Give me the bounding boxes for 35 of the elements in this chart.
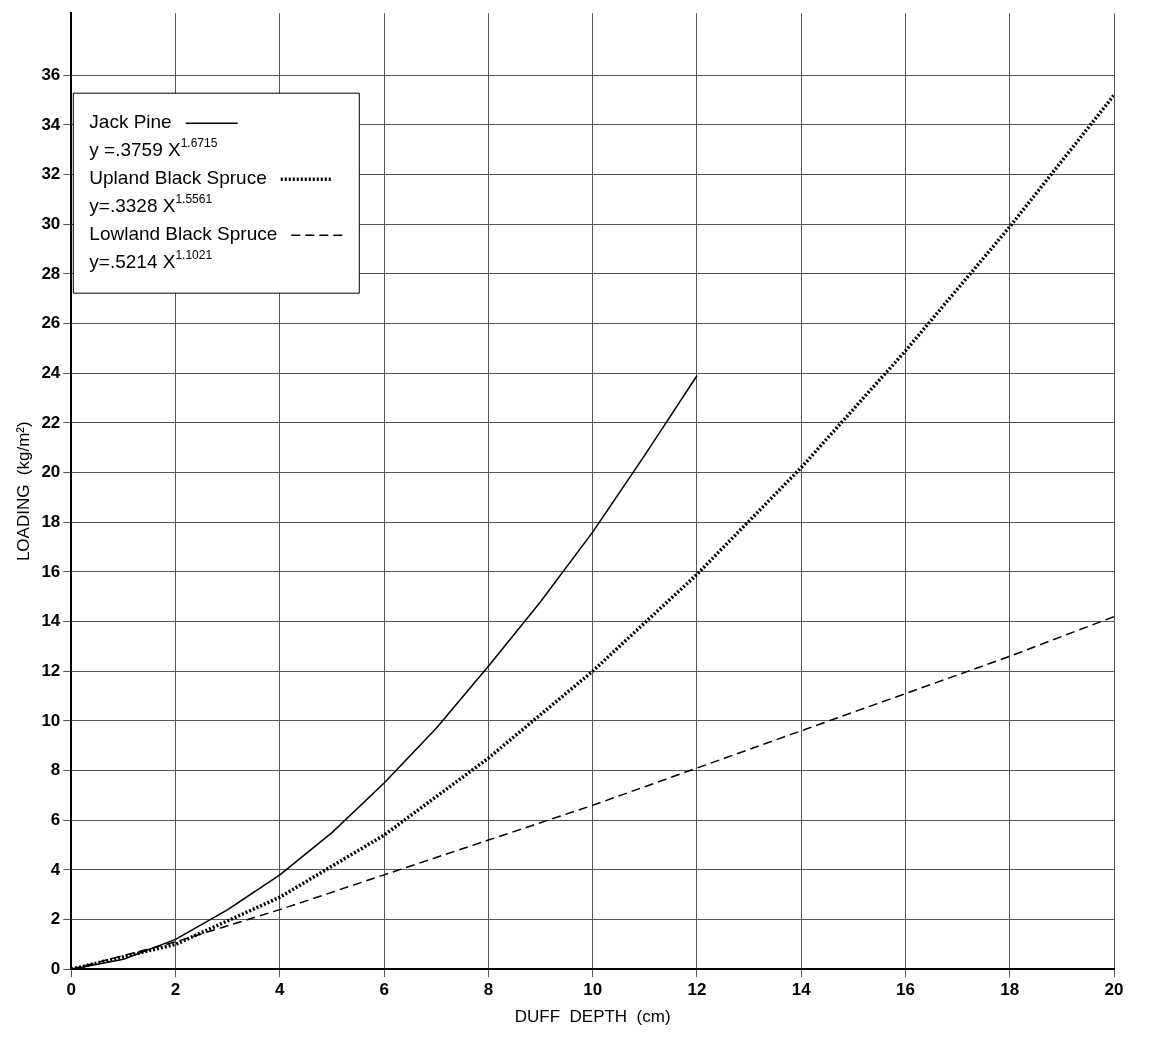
y-tick-label: 6 (50, 809, 61, 829)
y-tick-label: 36 (41, 64, 61, 84)
y-tick-label: 8 (50, 760, 61, 780)
y-tick-label: 10 (41, 710, 61, 730)
x-tick-label: 8 (483, 980, 494, 1000)
x-tick-label: 0 (66, 980, 77, 1000)
x-tick-label: 2 (170, 980, 181, 1000)
y-tick-label: 24 (41, 362, 61, 382)
x-tick-label: 16 (896, 980, 915, 1000)
y-tick-label: 12 (41, 660, 61, 680)
y-tick-label: 34 (41, 114, 61, 134)
x-axis-title: DUFF DEPTH (cm) (514, 1007, 671, 1027)
legend-label: Jack Pine (89, 111, 172, 133)
x-tick-label: 14 (791, 980, 812, 1000)
y-tick-label: 2 (50, 909, 61, 929)
legend-label: Upland Black Spruce (89, 167, 267, 189)
x-tick-label: 4 (275, 980, 286, 1000)
legend-label: Lowland Black Spruce (89, 223, 278, 245)
y-tick-label: 30 (41, 213, 61, 233)
x-tick-label: 6 (379, 980, 389, 1000)
y-tick-label: 32 (41, 164, 61, 184)
y-axis-title: LOADING (kg/m²) (13, 421, 33, 562)
y-tick-label: 16 (41, 561, 61, 581)
x-tick-label: 18 (1000, 980, 1020, 1000)
x-tick-label: 20 (1104, 980, 1124, 1000)
y-tick-label: 0 (50, 958, 61, 978)
x-tick-label: 12 (687, 980, 707, 1000)
y-tick-label: 14 (41, 611, 61, 631)
y-tick-label: 22 (41, 412, 61, 432)
x-tick-label: 10 (583, 980, 603, 1000)
y-tick-label: 20 (41, 462, 61, 482)
y-tick-label: 4 (50, 859, 61, 879)
y-tick-label: 18 (41, 511, 61, 531)
y-tick-label: 26 (41, 313, 61, 333)
y-tick-label: 28 (41, 263, 61, 283)
